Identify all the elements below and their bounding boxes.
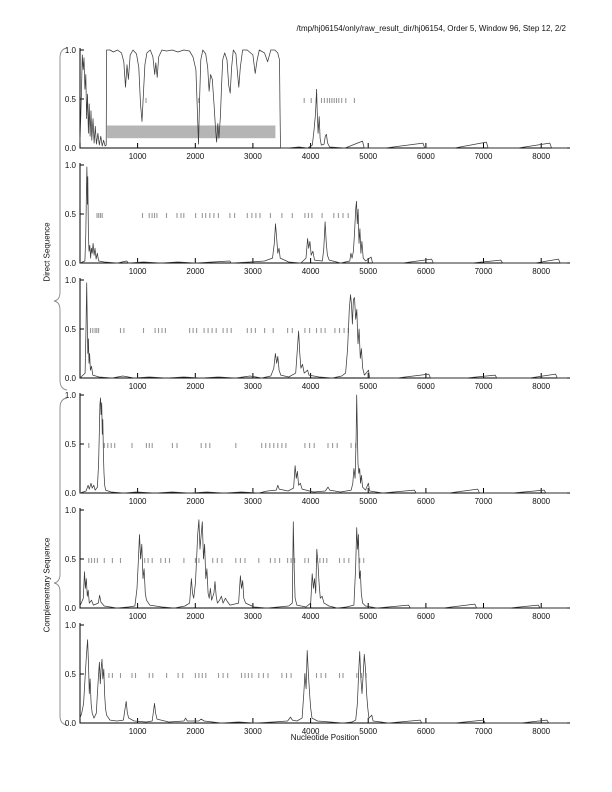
panel-axes	[79, 623, 570, 724]
y-tick-label: 0.5	[65, 670, 77, 679]
x-tick-label: 2000	[186, 382, 204, 391]
x-tick-label: 7000	[475, 727, 493, 736]
x-tick-label: 6000	[417, 267, 435, 276]
y-tick-label: 1.0	[65, 621, 77, 630]
panel-axes	[79, 393, 570, 494]
x-tick-label: 7000	[475, 152, 493, 161]
x-tick-label: 6000	[417, 612, 435, 621]
panel-4: 1.0 0.5 0.0 1000 2000 3000 4000 5000 6000 7000 800…	[65, 391, 570, 506]
x-tick-label: 6000	[417, 152, 435, 161]
signal-line	[79, 282, 568, 379]
y-tick-label: 0.5	[65, 210, 77, 219]
x-tick-label: 4000	[302, 727, 320, 736]
y-tick-label: 0.0	[65, 259, 77, 268]
x-tick-label: 2000	[186, 497, 204, 506]
signal-line	[79, 639, 568, 724]
panel-6: 1.0 0.5 0.0 1000 2000 3000 4000 5000 6000 7000 800…	[65, 621, 570, 736]
x-tick-label: 8000	[532, 612, 550, 621]
y-tick-label: 1.0	[65, 161, 77, 170]
x-tick-label: 7000	[475, 267, 493, 276]
complementary-sequence-label: Complementary Sequence	[42, 537, 52, 633]
x-tick-label: 1000	[129, 612, 147, 621]
panel-5: 1.0 0.5 0.0 1000 2000 3000 4000 5000 6000 7000 800…	[65, 506, 570, 621]
y-tick-label: 0.0	[65, 144, 77, 153]
signal-line	[79, 166, 568, 264]
x-tick-label: 6000	[417, 727, 435, 736]
x-tick-label: 4000	[302, 612, 320, 621]
y-tick-label: 0.5	[65, 95, 77, 104]
x-tick-label: 7000	[475, 612, 493, 621]
x-tick-label: 1000	[129, 152, 147, 161]
x-tick-label: 1000	[129, 497, 147, 506]
highlight-region-bar	[107, 125, 276, 139]
x-tick-label: 3000	[244, 612, 262, 621]
x-axis-title: Nucleotide Position	[290, 733, 360, 742]
x-tick-label: 2000	[186, 267, 204, 276]
panel-3: 1.0 0.5 0.0 1000 2000 3000 4000 5000 6000 7000 800…	[65, 276, 570, 391]
x-tick-label: 4000	[302, 152, 320, 161]
y-tick-label: 0.0	[65, 374, 77, 383]
x-tick-label: 1000	[129, 267, 147, 276]
panel-2: 1.0 0.5 0.0 1000 2000 3000 4000 5000 6000 7000 800…	[65, 161, 570, 276]
x-tick-label: 5000	[359, 727, 377, 736]
signal-line	[79, 519, 568, 609]
x-tick-label: 3000	[244, 727, 262, 736]
y-tick-label: 0.0	[65, 604, 77, 613]
x-tick-label: 8000	[532, 727, 550, 736]
x-tick-label: 8000	[532, 152, 550, 161]
x-tick-label: 5000	[359, 497, 377, 506]
x-tick-label: 3000	[244, 497, 262, 506]
x-tick-label: 5000	[359, 152, 377, 161]
x-tick-label: 8000	[532, 497, 550, 506]
x-tick-label: 2000	[186, 152, 204, 161]
y-tick-label: 1.0	[65, 391, 77, 400]
x-tick-label: 1000	[129, 382, 147, 391]
x-tick-label: 8000	[532, 382, 550, 391]
x-tick-label: 6000	[417, 497, 435, 506]
x-tick-label: 4000	[302, 267, 320, 276]
x-tick-label: 4000	[302, 382, 320, 391]
x-tick-label: 4000	[302, 497, 320, 506]
panel-axes	[79, 508, 570, 609]
direct-group-brace	[53, 47, 68, 391]
direct-sequence-label: Direct Sequence	[42, 222, 52, 282]
y-tick-label: 1.0	[65, 276, 77, 285]
x-tick-label: 6000	[417, 382, 435, 391]
signal-line	[79, 394, 568, 494]
x-tick-label: 3000	[244, 267, 262, 276]
x-tick-label: 5000	[359, 382, 377, 391]
panel-1: 1.0 0.5 0.0 1000 2000 3000 4000 5000 6000 7000 800…	[65, 46, 570, 161]
x-tick-label: 8000	[532, 267, 550, 276]
x-tick-label: 5000	[359, 267, 377, 276]
y-tick-label: 1.0	[65, 506, 77, 515]
complementary-group-brace	[53, 397, 68, 726]
x-tick-label: 3000	[244, 152, 262, 161]
y-tick-label: 1.0	[65, 46, 77, 55]
x-tick-label: 1000	[129, 727, 147, 736]
y-tick-label: 0.5	[65, 440, 77, 449]
y-tick-label: 0.5	[65, 325, 77, 334]
x-tick-label: 2000	[186, 727, 204, 736]
plot-title: /tmp/hj06154/only/raw_result_dir/hj06154…	[296, 24, 567, 33]
y-tick-label: 0.0	[65, 719, 77, 728]
y-tick-label: 0.0	[65, 489, 77, 498]
x-tick-label: 7000	[475, 382, 493, 391]
x-tick-label: 3000	[244, 382, 262, 391]
x-tick-label: 7000	[475, 497, 493, 506]
y-tick-label: 0.5	[65, 555, 77, 564]
panel-axes	[79, 163, 570, 264]
signal-line	[79, 49, 568, 149]
x-tick-label: 5000	[359, 612, 377, 621]
x-tick-label: 2000	[186, 612, 204, 621]
